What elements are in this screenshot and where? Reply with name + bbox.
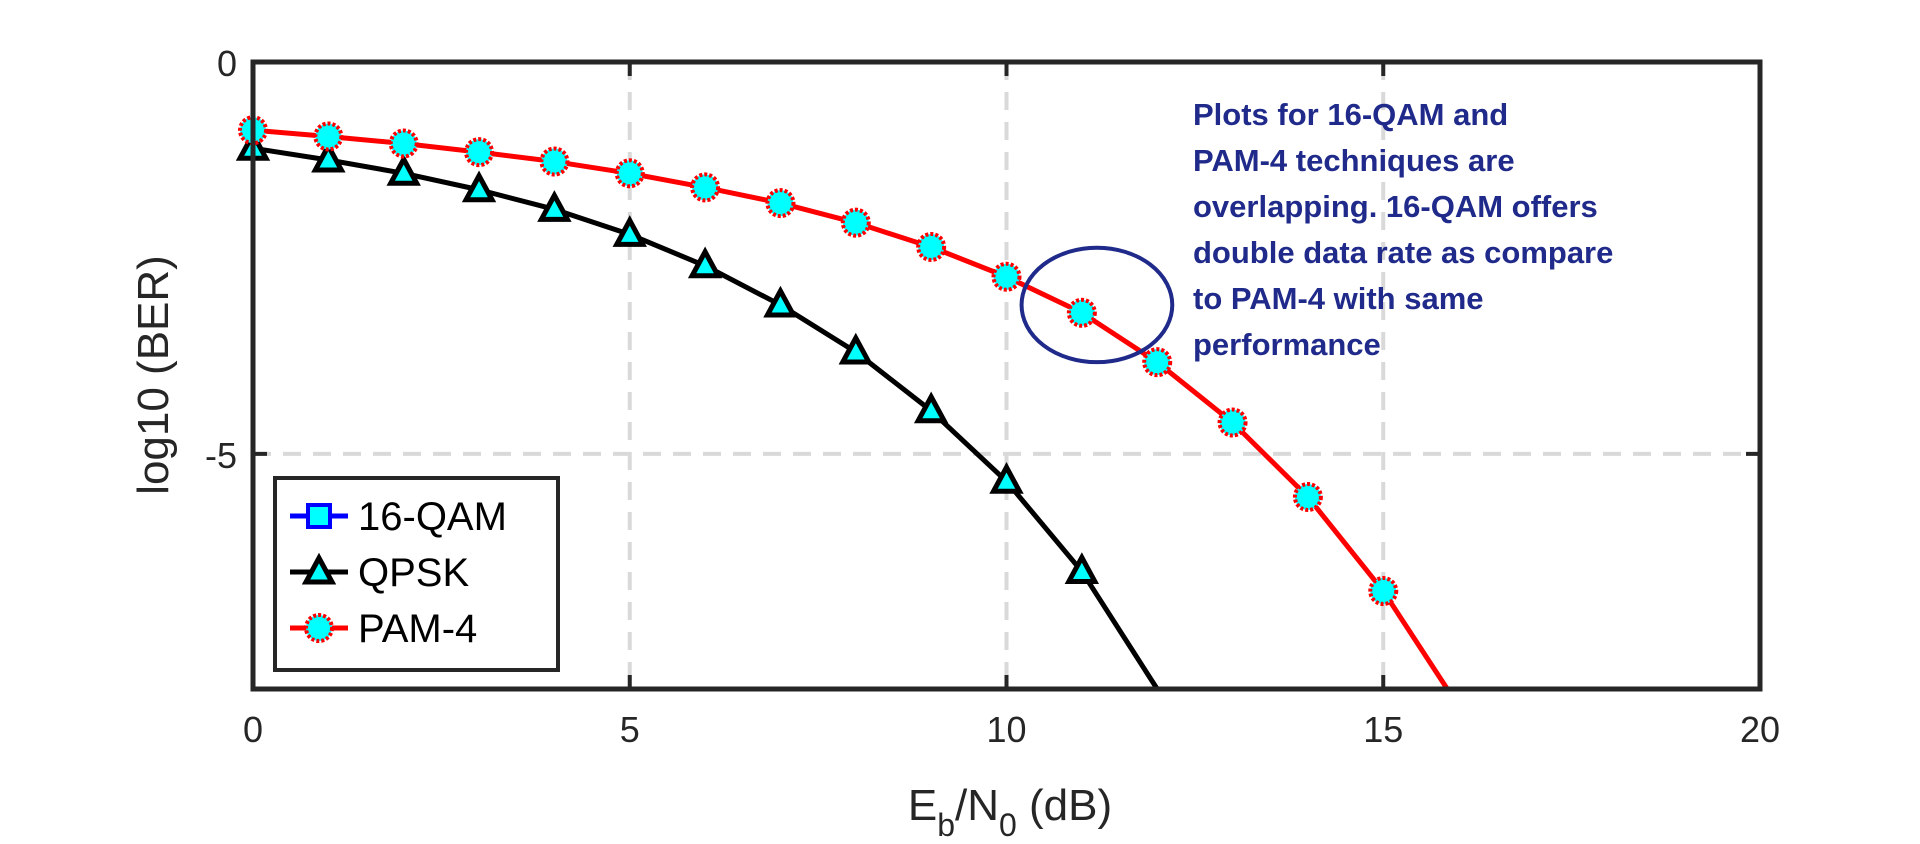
legend-marker-16-qam	[306, 503, 332, 529]
axis-ticks: 0 5 10 15 20 0 -5	[205, 43, 1780, 750]
data-point-pam-4-13	[1217, 407, 1248, 438]
legend-marker-pam-4	[304, 613, 334, 643]
data-point-qpsk-7	[763, 285, 798, 318]
annotation-line-1: PAM-4 techniques are	[1193, 143, 1515, 178]
annotation-line-5: performance	[1193, 327, 1381, 362]
data-point-qpsk-3	[461, 170, 497, 203]
tick-label-y-0: 0	[217, 43, 237, 84]
data-point-pam-4-4	[539, 146, 570, 177]
data-point-pam-4-8	[840, 207, 871, 238]
data-point-pam-4-11	[1066, 297, 1097, 328]
x-axis-label-main: E	[908, 781, 937, 830]
legend-label-16-qam: 16-QAM	[358, 495, 507, 539]
tick-label-x-5: 5	[620, 709, 640, 750]
x-axis-label-sub-b: b	[937, 807, 955, 843]
tick-label-x-0: 0	[243, 709, 263, 750]
data-point-pam-4-7	[765, 188, 796, 219]
data-point-pam-4-3	[464, 137, 495, 168]
data-point-qpsk-2	[386, 154, 421, 186]
tick-label-x-20: 20	[1740, 709, 1780, 750]
data-point-pam-4-1	[313, 121, 344, 152]
tick-label-x-15: 15	[1363, 709, 1403, 750]
data-point-qpsk-4	[537, 190, 572, 222]
legend-label-pam-4: PAM-4	[358, 607, 477, 651]
data-point-qpsk-9	[913, 391, 949, 424]
tick-label-x-10: 10	[986, 709, 1026, 750]
data-point-pam-4-6	[690, 172, 721, 203]
data-point-pam-4-14	[1292, 481, 1323, 512]
series-markers	[235, 115, 1399, 607]
x-axis-label-sub-0: 0	[999, 807, 1017, 843]
legend: 16-QAM QPSK PAM-4	[273, 476, 560, 672]
data-point-qpsk-8	[838, 332, 873, 365]
data-point-pam-4-5	[614, 158, 645, 189]
data-point-qpsk-6	[687, 246, 723, 279]
x-axis-label-tail: (dB)	[1017, 781, 1112, 830]
data-point-pam-4-9	[916, 231, 947, 262]
data-point-pam-4-10	[991, 261, 1022, 292]
x-axis-label: Eb/N0 (dB)	[908, 781, 1112, 843]
annotation-ellipse	[1019, 245, 1175, 365]
annotation-line-0: Plots for 16-QAM and	[1193, 97, 1508, 132]
data-point-qpsk-10	[989, 462, 1024, 494]
data-point-qpsk-11	[1064, 552, 1100, 584]
annotation-line-2: overlapping. 16-QAM offers	[1193, 189, 1598, 224]
data-point-pam-4-12	[1142, 347, 1173, 378]
data-point-pam-4-15	[1368, 576, 1399, 607]
annotation-line-4: to PAM-4 with same	[1193, 281, 1484, 316]
tick-label-y-1: -5	[205, 435, 237, 476]
data-point-qpsk-5	[612, 215, 647, 247]
legend-label-qpsk: QPSK	[358, 551, 469, 595]
legend-marker-qpsk	[301, 552, 337, 585]
annotation: Plots for 16-QAM and PAM-4 techniques are…	[1019, 97, 1613, 365]
y-axis-label: log10 (BER)	[129, 255, 178, 495]
data-point-pam-4-2	[388, 128, 419, 159]
x-axis-label-mid: /N	[955, 781, 999, 830]
data-point-qpsk-1	[311, 140, 346, 173]
annotation-line-3: double data rate as compare	[1193, 235, 1613, 270]
